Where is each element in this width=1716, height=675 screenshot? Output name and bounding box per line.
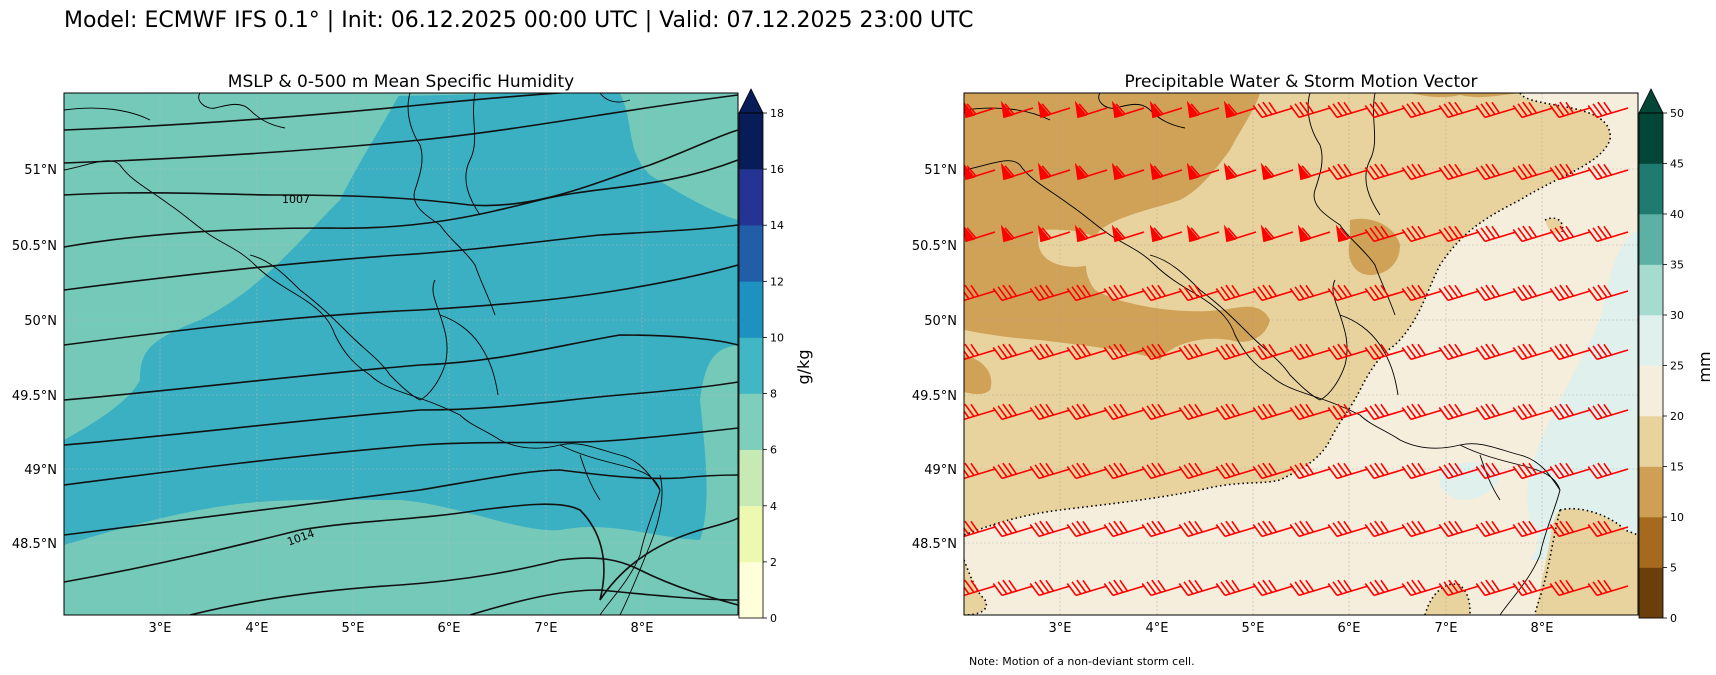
right-colorbar-color-band (1639, 113, 1663, 164)
lon-tick-label: 8°E (631, 621, 654, 636)
left-colorbar-tick-label: 4 (770, 500, 777, 513)
lon-tick-label: 5°E (342, 621, 365, 636)
right-panel-title: Precipitable Water & Storm Motion Vector (1124, 72, 1477, 92)
lat-tick-label: 50.5°N (912, 239, 957, 254)
left-country-borders (64, 93, 663, 615)
pw-fill-10-15-patch (1348, 218, 1400, 275)
pw-fill-15-20-enclave (1038, 229, 1105, 267)
lat-tick-label: 49°N (24, 463, 57, 478)
colorbar-extend-arrow (738, 88, 764, 114)
left-colorbar-tick-label: 12 (770, 275, 784, 288)
right-colorbar-color-band (1639, 214, 1663, 265)
right-colorbar: 0 5 10 15 20 25 30 35 40 45 50 mm (1638, 88, 1714, 625)
left-colorbar-tick-label: 10 (770, 331, 784, 344)
lon-tick-label: 6°E (438, 621, 461, 636)
lat-tick-label: 49.5°N (912, 389, 957, 404)
lon-tick-label: 8°E (1531, 621, 1554, 636)
lon-tick-label: 4°E (246, 621, 269, 636)
humidity-fill-8-10 (64, 93, 738, 545)
lon-tick-label: 5°E (1242, 621, 1265, 636)
left-colorbar-tick-label: 0 (770, 612, 777, 625)
lat-tick-label: 50°N (924, 314, 957, 329)
left-colorbar-color-band (739, 561, 763, 619)
right-colorbar-tick-label: 50 (1670, 107, 1684, 120)
left-colorbar-tick-label: 16 (770, 163, 784, 176)
humidity-fill-north (64, 93, 520, 125)
right-colorbar-color-band (1639, 264, 1663, 316)
lon-tick-label: 4°E (1146, 621, 1169, 636)
right-map-frame (963, 92, 1639, 616)
lat-tick-label: 49°N (924, 463, 957, 478)
right-colorbar-color-band (1639, 517, 1663, 568)
left-colorbar-tick-label: 14 (770, 219, 784, 232)
colorbar-extend-arrow (1638, 88, 1664, 114)
right-colorbar-tick-label: 25 (1670, 360, 1684, 373)
right-map-panel: Precipitable Water & Storm Motion Vector (912, 72, 1714, 668)
chart-super-title: Model: ECMWF IFS 0.1° | Init: 06.12.2025… (64, 8, 974, 33)
right-colorbar-color-band (1639, 365, 1663, 417)
lat-tick-label: 48.5°N (12, 537, 57, 552)
left-colorbar-tick-label: 6 (770, 444, 777, 457)
isobar-lines (64, 93, 738, 615)
right-lat-tick-labels: 51°N 50.5°N 50°N 49.5°N 49°N 48.5°N (912, 163, 957, 552)
right-lon-tick-labels: 3°E 4°E 5°E 6°E 7°E 8°E (1049, 621, 1554, 636)
left-colorbar-color-band (739, 337, 763, 394)
right-colorbar-color-band (1639, 163, 1663, 215)
right-colorbar-color-band (1639, 567, 1663, 619)
right-colorbar-color-band (1639, 466, 1663, 518)
left-colorbar-color-band (739, 505, 763, 563)
left-colorbar-color-band (739, 393, 763, 450)
left-lat-tick-labels: 51°N 50.5°N 50°N 49.5°N 49°N 48.5°N (12, 163, 57, 552)
left-lon-tick-labels: 3°E 4°E 5°E 6°E 7°E 8°E (149, 621, 654, 636)
left-colorbar-label: g/kg (794, 350, 813, 385)
lon-tick-label: 7°E (535, 621, 558, 636)
left-colorbar-color-band (739, 169, 763, 226)
right-colorbar-tick-label: 40 (1670, 208, 1684, 221)
left-gridlines (64, 93, 738, 615)
right-colorbar-color-band (1639, 315, 1663, 366)
lon-tick-label: 3°E (149, 621, 172, 636)
lat-tick-label: 51°N (24, 163, 57, 178)
pw-fill-25-30 (1527, 230, 1638, 560)
lon-tick-label: 7°E (1435, 621, 1458, 636)
pw-fill-10-15-north (1275, 93, 1520, 98)
left-colorbar-tick-label: 2 (770, 556, 777, 569)
right-colorbar-tick-label: 0 (1670, 612, 1677, 625)
left-colorbar-color-band (739, 281, 763, 338)
lat-tick-label: 51°N (924, 163, 957, 178)
left-colorbar-tick-label: 8 (770, 388, 777, 401)
right-colorbar-tick-label: 10 (1670, 511, 1684, 524)
isobar-label-1007: 1007 (282, 193, 310, 206)
left-colorbar-tick-label: 18 (770, 107, 784, 120)
lon-tick-label: 6°E (1338, 621, 1361, 636)
left-colorbar-color-band (739, 113, 763, 170)
left-colorbar-color-band (739, 449, 763, 507)
left-panel-title: MSLP & 0-500 m Mean Specific Humidity (228, 72, 574, 92)
lat-tick-label: 49.5°N (12, 389, 57, 404)
right-colorbar-tick-label: 45 (1670, 158, 1684, 171)
right-colorbar-label: mm (1695, 351, 1714, 382)
lat-tick-label: 48.5°N (912, 537, 957, 552)
lat-tick-label: 50.5°N (12, 239, 57, 254)
left-map-panel: MSLP & 0-500 m Mean Specific Humidity (12, 72, 813, 636)
left-map-frame (63, 92, 739, 616)
right-colorbar-tick-label: 30 (1670, 309, 1684, 322)
left-colorbar: 0 2 4 6 8 10 12 14 16 18 g/kg (738, 88, 813, 625)
storm-motion-note: Note: Motion of a non-deviant storm cell… (969, 655, 1195, 668)
right-colorbar-tick-label: 35 (1670, 259, 1684, 272)
left-colorbar-color-band (739, 225, 763, 282)
right-colorbar-color-band (1639, 416, 1663, 467)
lat-tick-label: 50°N (24, 314, 57, 329)
right-colorbar-tick-label: 15 (1670, 461, 1684, 474)
right-colorbar-tick-label: 5 (1670, 562, 1677, 575)
pw-20mm-contour (964, 93, 1638, 615)
right-colorbar-tick-label: 20 (1670, 410, 1684, 423)
lon-tick-label: 3°E (1049, 621, 1072, 636)
